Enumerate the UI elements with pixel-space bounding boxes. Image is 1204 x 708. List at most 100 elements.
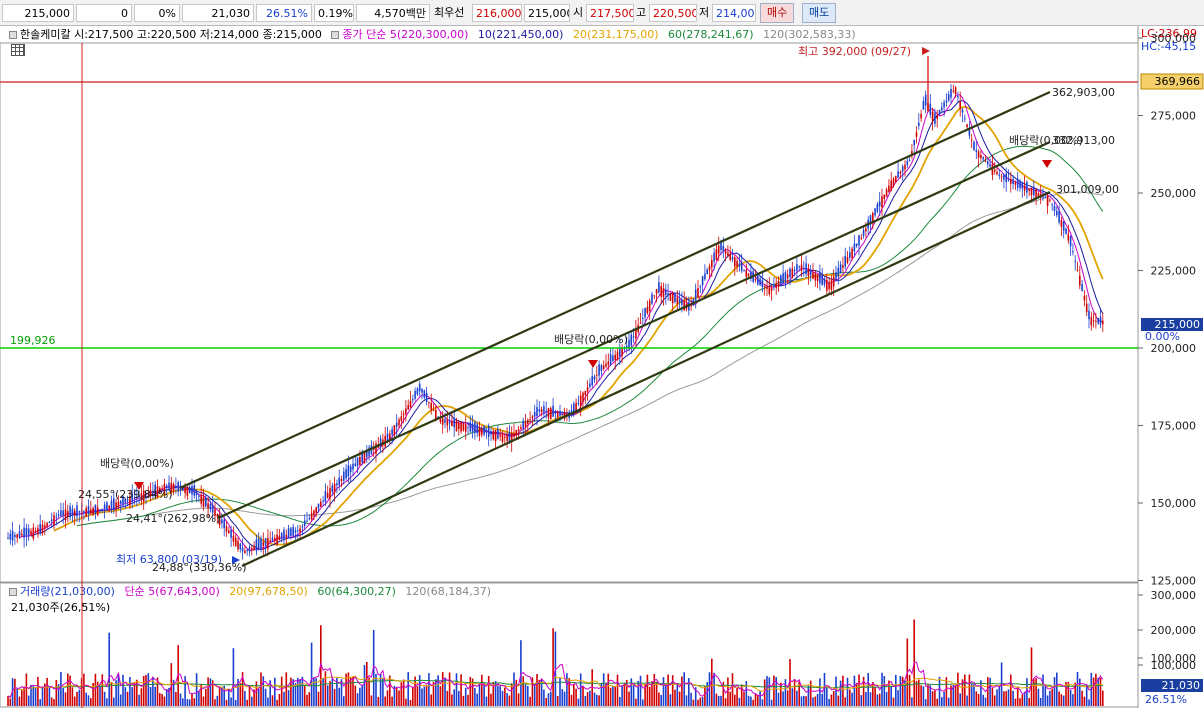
volume-bar: [616, 674, 619, 706]
channel-lower-line[interactable]: [241, 191, 1051, 567]
candle-body: [577, 402, 580, 404]
volume-bar: [747, 695, 750, 706]
candle-body: [232, 535, 235, 542]
volume-bar: [1088, 699, 1090, 706]
candle-body: [202, 496, 205, 507]
candle-body: [11, 530, 14, 541]
volume-bar: [221, 686, 223, 706]
volume-bar: [483, 682, 485, 706]
candle-body: [761, 280, 764, 288]
volume-bar: [370, 695, 373, 706]
dividend-annotation-2: 배당락(0,00%): [554, 333, 628, 346]
volume-bar: [1095, 673, 1097, 706]
candle-body: [407, 405, 409, 410]
volume-bar: [485, 696, 488, 706]
candle-body: [147, 492, 150, 495]
volume-bar: [184, 676, 186, 706]
volume-bar: [605, 683, 607, 706]
volume-bar: [934, 690, 936, 706]
candle-body: [421, 388, 423, 393]
channel-upper-line[interactable]: [179, 90, 1051, 490]
candle-body: [812, 272, 814, 279]
volume-bar: [276, 699, 278, 706]
volume-bar: [690, 692, 692, 706]
channel-middle-line[interactable]: [217, 140, 1051, 520]
candle-body: [23, 527, 25, 538]
volume-bar: [683, 672, 685, 706]
volume-bar: [789, 659, 791, 706]
candle-body: [1088, 310, 1090, 320]
volume-bar: [308, 692, 311, 706]
volume-bar: [110, 681, 113, 706]
volume-bar: [865, 692, 867, 706]
volume-bar: [740, 684, 743, 706]
volume-bar: [839, 680, 842, 706]
grid-table-icon[interactable]: [11, 44, 25, 56]
candle-body: [246, 550, 248, 552]
volume-bar: [39, 699, 41, 706]
volume-bar: [264, 688, 267, 706]
candle-body: [667, 293, 669, 295]
buy-button[interactable]: 매수: [760, 3, 795, 23]
candle-body: [655, 289, 658, 294]
volume-bar: [269, 680, 271, 706]
ma20-line: [53, 105, 1104, 546]
candle-body: [115, 502, 117, 508]
candle-body: [987, 161, 989, 165]
candle-body: [697, 288, 699, 298]
candle-body: [835, 272, 837, 280]
candle-body: [775, 283, 777, 288]
ma5-line: [19, 94, 1103, 552]
volume-bar: [655, 681, 658, 706]
volume-bar: [625, 679, 628, 706]
candle-body: [469, 422, 472, 432]
volume-bar: [547, 693, 550, 706]
volume-bar: [347, 672, 350, 706]
volume-bar: [78, 689, 81, 706]
candle-body: [136, 496, 138, 498]
candle-body: [826, 279, 828, 291]
candle-body: [554, 412, 557, 414]
candle-body: [499, 434, 501, 437]
volume-bar: [823, 672, 826, 706]
candle-body: [322, 500, 324, 502]
volume-bar: [715, 693, 718, 706]
volume-bar: [188, 699, 191, 706]
volume-bar: [193, 698, 196, 706]
volume-bar: [770, 699, 773, 706]
candle-body: [368, 447, 370, 456]
candle-body: [412, 399, 414, 401]
candle-body: [361, 451, 363, 463]
volume-ma5-line: [7, 661, 1104, 699]
volume-bar: [908, 674, 911, 706]
dividend-annotation-1: 배당락(0,00%): [100, 457, 174, 470]
volume-bar: [41, 686, 44, 706]
candle-body: [278, 536, 281, 541]
volume-bar: [251, 696, 253, 706]
volume-bar: [579, 673, 582, 706]
candle-body: [216, 514, 219, 517]
candle-body: [340, 478, 343, 481]
candle-body: [349, 466, 352, 473]
volume-bar: [414, 676, 416, 706]
candle-body: [807, 269, 810, 276]
candle-body: [476, 424, 478, 433]
volume-bar: [722, 681, 725, 706]
volume-bar: [701, 696, 704, 706]
volume-bar: [630, 678, 633, 706]
volume-bar: [798, 681, 800, 706]
volume-bar: [517, 693, 520, 706]
price-tick-label: 125,000: [1151, 575, 1197, 588]
candle-body: [85, 508, 87, 517]
volume-bar: [897, 690, 899, 706]
candle-body: [156, 486, 159, 498]
candle-body: [182, 486, 184, 491]
candle-body: [225, 526, 228, 532]
sell-button[interactable]: 매도: [802, 3, 837, 23]
candle-body: [591, 376, 593, 386]
open-field: 217,500: [586, 4, 634, 22]
candle-body: [648, 300, 651, 312]
candle-body: [276, 534, 278, 545]
candle-body: [750, 271, 752, 279]
